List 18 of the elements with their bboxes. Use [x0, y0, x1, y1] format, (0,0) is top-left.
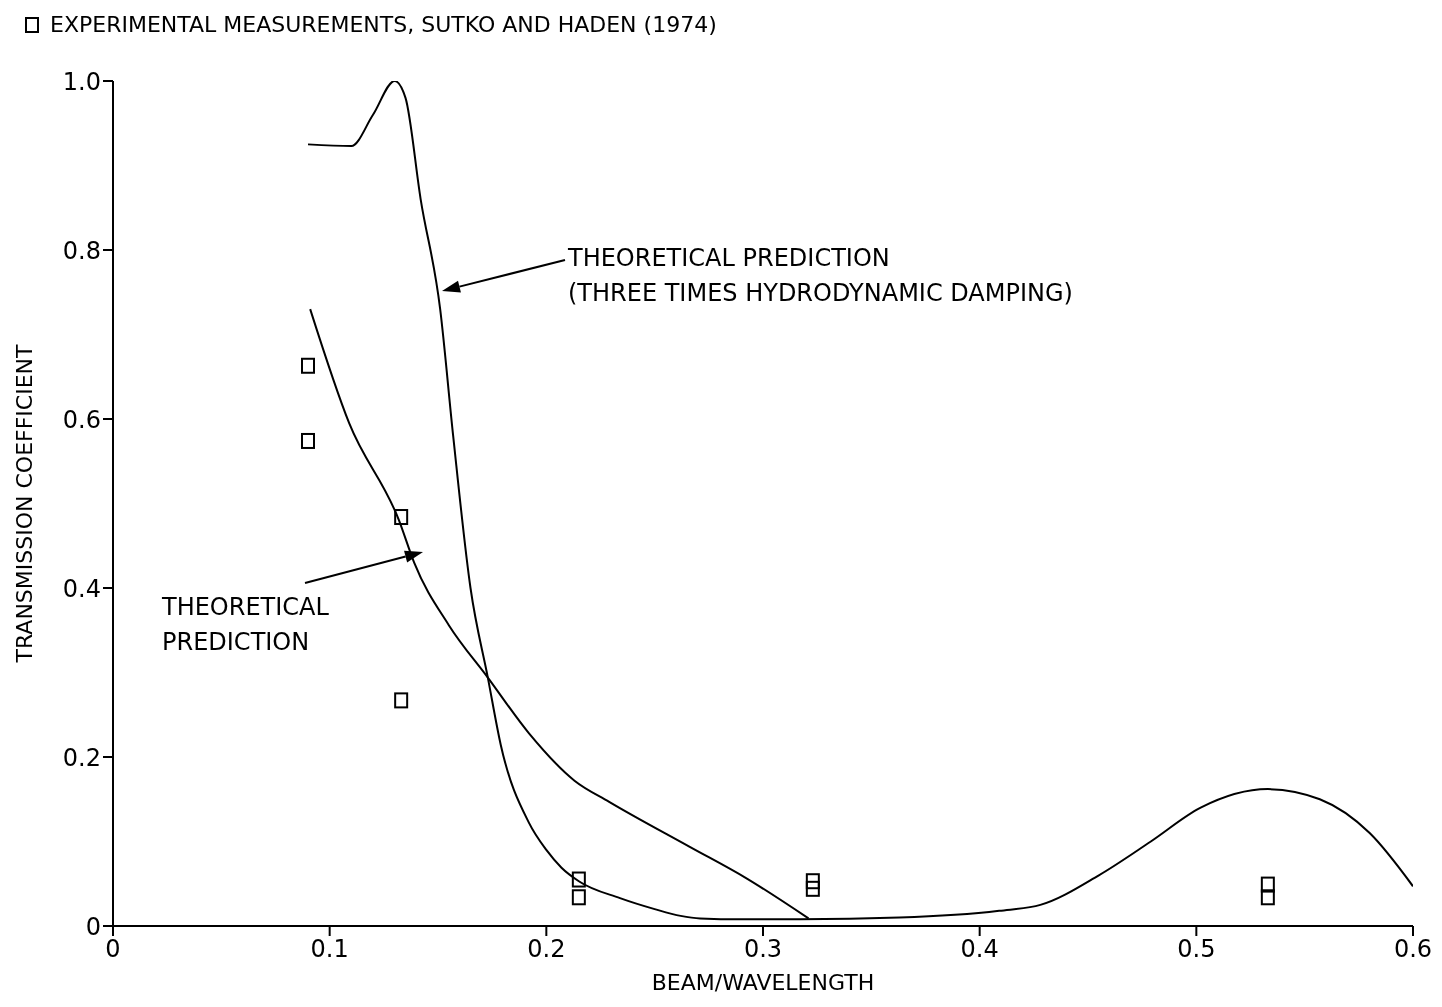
y-tick-label: 0.6: [62, 405, 101, 434]
x-tick-label: 0: [105, 935, 121, 964]
x-tick-label: 0.5: [1177, 935, 1216, 964]
y-tick-label: 0: [85, 912, 101, 941]
x-tick-label: 0.3: [743, 935, 783, 964]
y-tick-label: 1.0: [62, 67, 101, 96]
y-tick-label: 0.8: [62, 236, 101, 265]
x-tick-label: 0.4: [960, 935, 999, 964]
y-tick-label: 0.2: [62, 743, 101, 772]
y-axis-title: TRANSMISSION COEFFICIENT: [11, 343, 37, 664]
x-tick-label: 0.1: [310, 935, 349, 964]
x-tick-label: 0.6: [1393, 935, 1433, 964]
y-tick-label: 0.4: [62, 574, 101, 603]
x-axis-title: BEAM/WAVELENGTH: [651, 970, 875, 995]
x-tick-label: 0.2: [527, 935, 566, 964]
legend-label: EXPERIMENTAL MEASUREMENTS, SUTKO AND HADEN (1974): [50, 12, 717, 37]
annotation: THEORETICAL PREDICTION: [161, 593, 330, 656]
annotation: THEORETICAL PREDICTION (THREE TIMES HYDRODYNAMIC DAMPING): [567, 244, 1073, 307]
